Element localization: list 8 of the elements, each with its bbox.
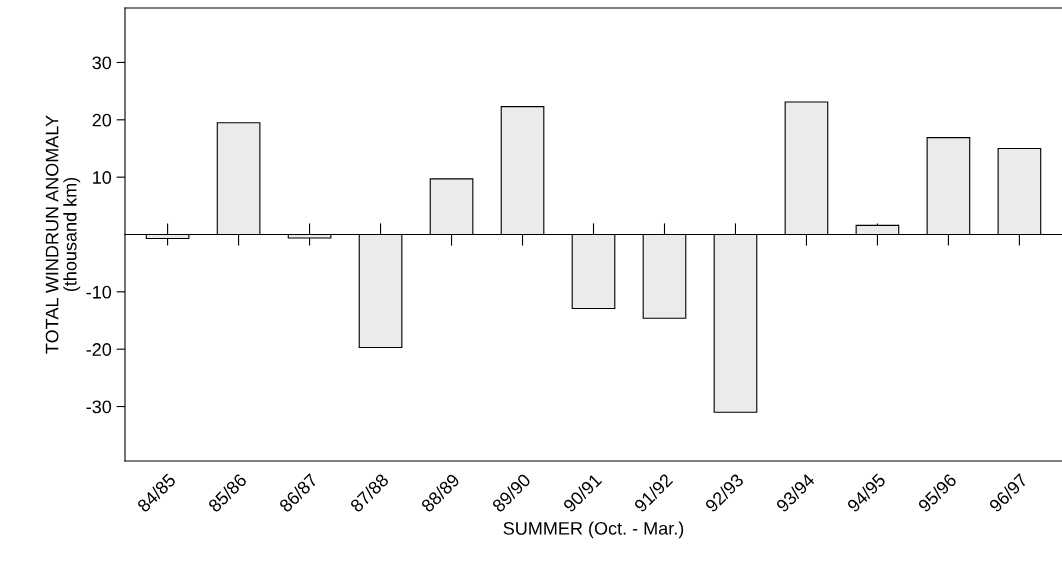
x-axis-title: SUMMER (Oct. - Mar.) xyxy=(503,521,684,539)
y-tick-label: 10 xyxy=(93,171,112,184)
y-tick-label: -10 xyxy=(86,285,112,299)
y-tick-label: -30 xyxy=(86,400,112,414)
y-tick-label: 20 xyxy=(92,113,112,127)
y-tick-label: 30 xyxy=(92,56,112,70)
y-axis-title: TOTAL WINDRUN ANOMALY (thousand km) xyxy=(45,115,81,354)
y-tick-label: -20 xyxy=(86,343,112,356)
